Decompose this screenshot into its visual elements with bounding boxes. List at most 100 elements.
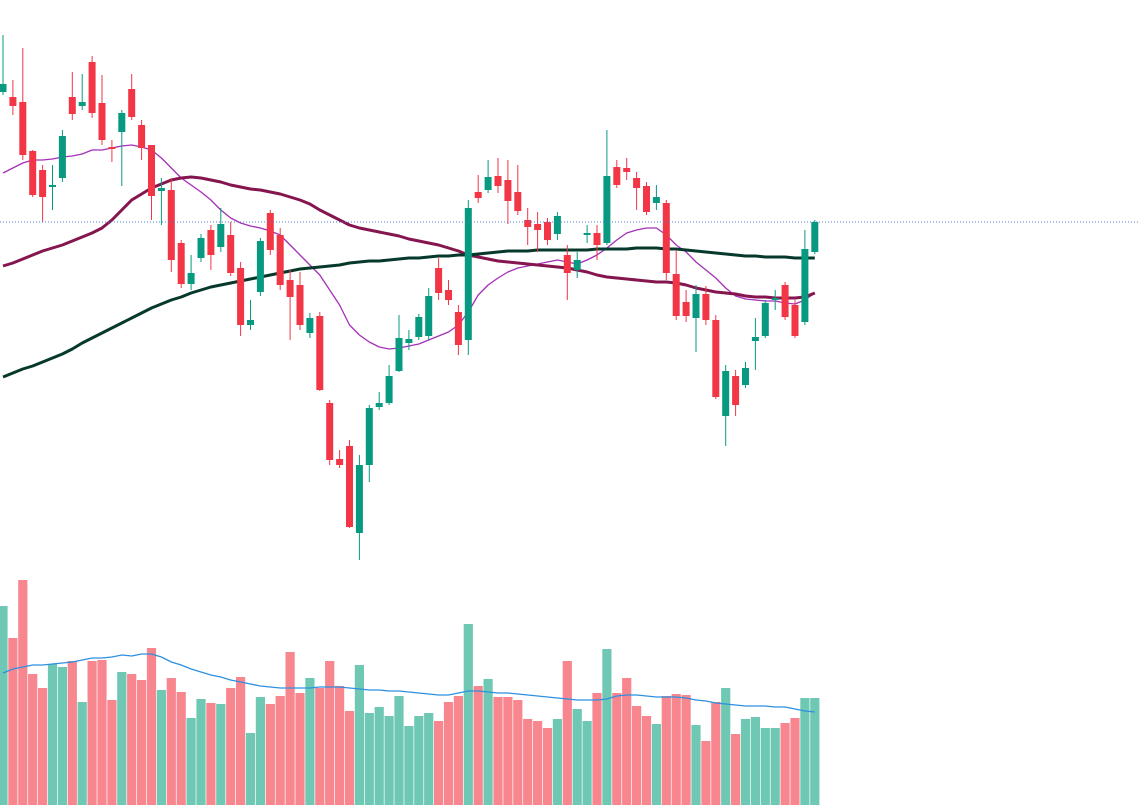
candle-body <box>227 235 235 273</box>
candle-body <box>623 168 631 172</box>
volume-bar <box>493 697 503 805</box>
candle-body <box>336 459 344 465</box>
candle-body <box>514 192 522 211</box>
volume-bar <box>394 696 404 805</box>
volume-bar <box>127 674 137 805</box>
volume-bar <box>483 679 493 805</box>
candle-body <box>326 403 334 460</box>
candle-body <box>771 298 779 300</box>
volume-bar <box>107 700 117 805</box>
volume-bar <box>641 716 652 805</box>
volume-bar <box>711 702 721 805</box>
candle-body <box>415 317 423 337</box>
candle-body <box>544 222 551 240</box>
candle-body <box>88 62 96 113</box>
candle-body <box>781 285 789 317</box>
volume-bar <box>156 690 166 805</box>
candle-body <box>177 243 185 284</box>
volume-bar <box>265 704 275 805</box>
candle-body <box>39 170 47 197</box>
candle-body <box>138 125 146 148</box>
candle-body <box>682 302 690 316</box>
volume-bar <box>622 678 632 805</box>
volume-bar <box>8 638 18 805</box>
volume-bar <box>582 721 592 805</box>
candle-body <box>692 294 700 318</box>
candle-body <box>316 316 324 390</box>
candle-body <box>563 255 571 273</box>
candle-body <box>534 224 542 230</box>
volume-bar <box>790 718 800 805</box>
candle-body <box>573 260 581 270</box>
volume-bar <box>443 702 454 805</box>
candle-body <box>118 113 126 132</box>
volume-bar <box>731 734 741 805</box>
volume-bar <box>661 696 671 805</box>
volume-bar <box>602 649 612 805</box>
candle-body <box>207 230 215 255</box>
candle-body <box>355 465 363 533</box>
volume-bar <box>592 693 602 805</box>
volume-bar <box>226 688 236 805</box>
candle-body <box>494 176 502 186</box>
volume-bar <box>572 709 582 805</box>
candle-body <box>484 177 492 190</box>
volume-bar <box>77 702 87 805</box>
candle-body <box>732 376 740 405</box>
candle-body <box>256 241 264 292</box>
candle-body <box>603 176 611 243</box>
volume-bar <box>681 695 691 805</box>
volume-bar <box>57 667 67 805</box>
candle-body <box>108 147 116 149</box>
candle-body <box>306 318 314 333</box>
volume-bar <box>651 724 661 805</box>
volume-bar <box>146 648 157 805</box>
volume-bar <box>740 719 751 805</box>
candle-body <box>78 102 86 106</box>
candle-body <box>751 337 759 341</box>
volume-bar <box>0 606 8 805</box>
volume-bar <box>245 733 256 805</box>
volume-bar <box>196 699 206 805</box>
volume-bar <box>424 713 434 805</box>
candle-body <box>742 368 749 385</box>
volume-bar <box>176 692 186 805</box>
volume-bar <box>632 706 642 805</box>
volume-bar <box>770 728 780 805</box>
candle-body <box>217 224 225 247</box>
volume-bar <box>38 688 48 805</box>
volume-bar <box>255 697 265 805</box>
volume-bar <box>325 661 335 805</box>
moving-average-line <box>2 246 815 379</box>
candle-body <box>58 136 66 178</box>
volume-bar <box>186 718 196 805</box>
volume-bar <box>384 716 394 805</box>
candle-body <box>247 320 254 325</box>
candle-body <box>702 294 710 320</box>
candle-body <box>148 145 155 196</box>
volume-bar <box>810 698 820 805</box>
candle-body <box>187 273 195 284</box>
volume-bar <box>374 707 384 805</box>
candle-body <box>19 102 27 155</box>
candle-body <box>385 376 393 403</box>
candle-body <box>375 403 383 407</box>
volume-bar <box>612 693 622 805</box>
volume-bar <box>760 728 770 805</box>
volume-pane <box>0 580 820 805</box>
candle-body <box>464 208 472 340</box>
volume-bar <box>47 664 58 805</box>
volume-bar <box>87 661 97 805</box>
volume-bar <box>542 728 553 805</box>
candle-body <box>435 268 443 293</box>
volume-bar <box>18 580 28 805</box>
volume-bar <box>28 674 38 805</box>
volume-bar <box>67 661 77 805</box>
volume-bar <box>721 688 731 805</box>
candle-body <box>237 268 245 325</box>
moving-average-line <box>2 175 816 300</box>
volume-bar <box>166 678 176 805</box>
volume-bar <box>236 677 246 805</box>
moving-average-line <box>2 144 816 350</box>
candle-body <box>365 408 373 465</box>
